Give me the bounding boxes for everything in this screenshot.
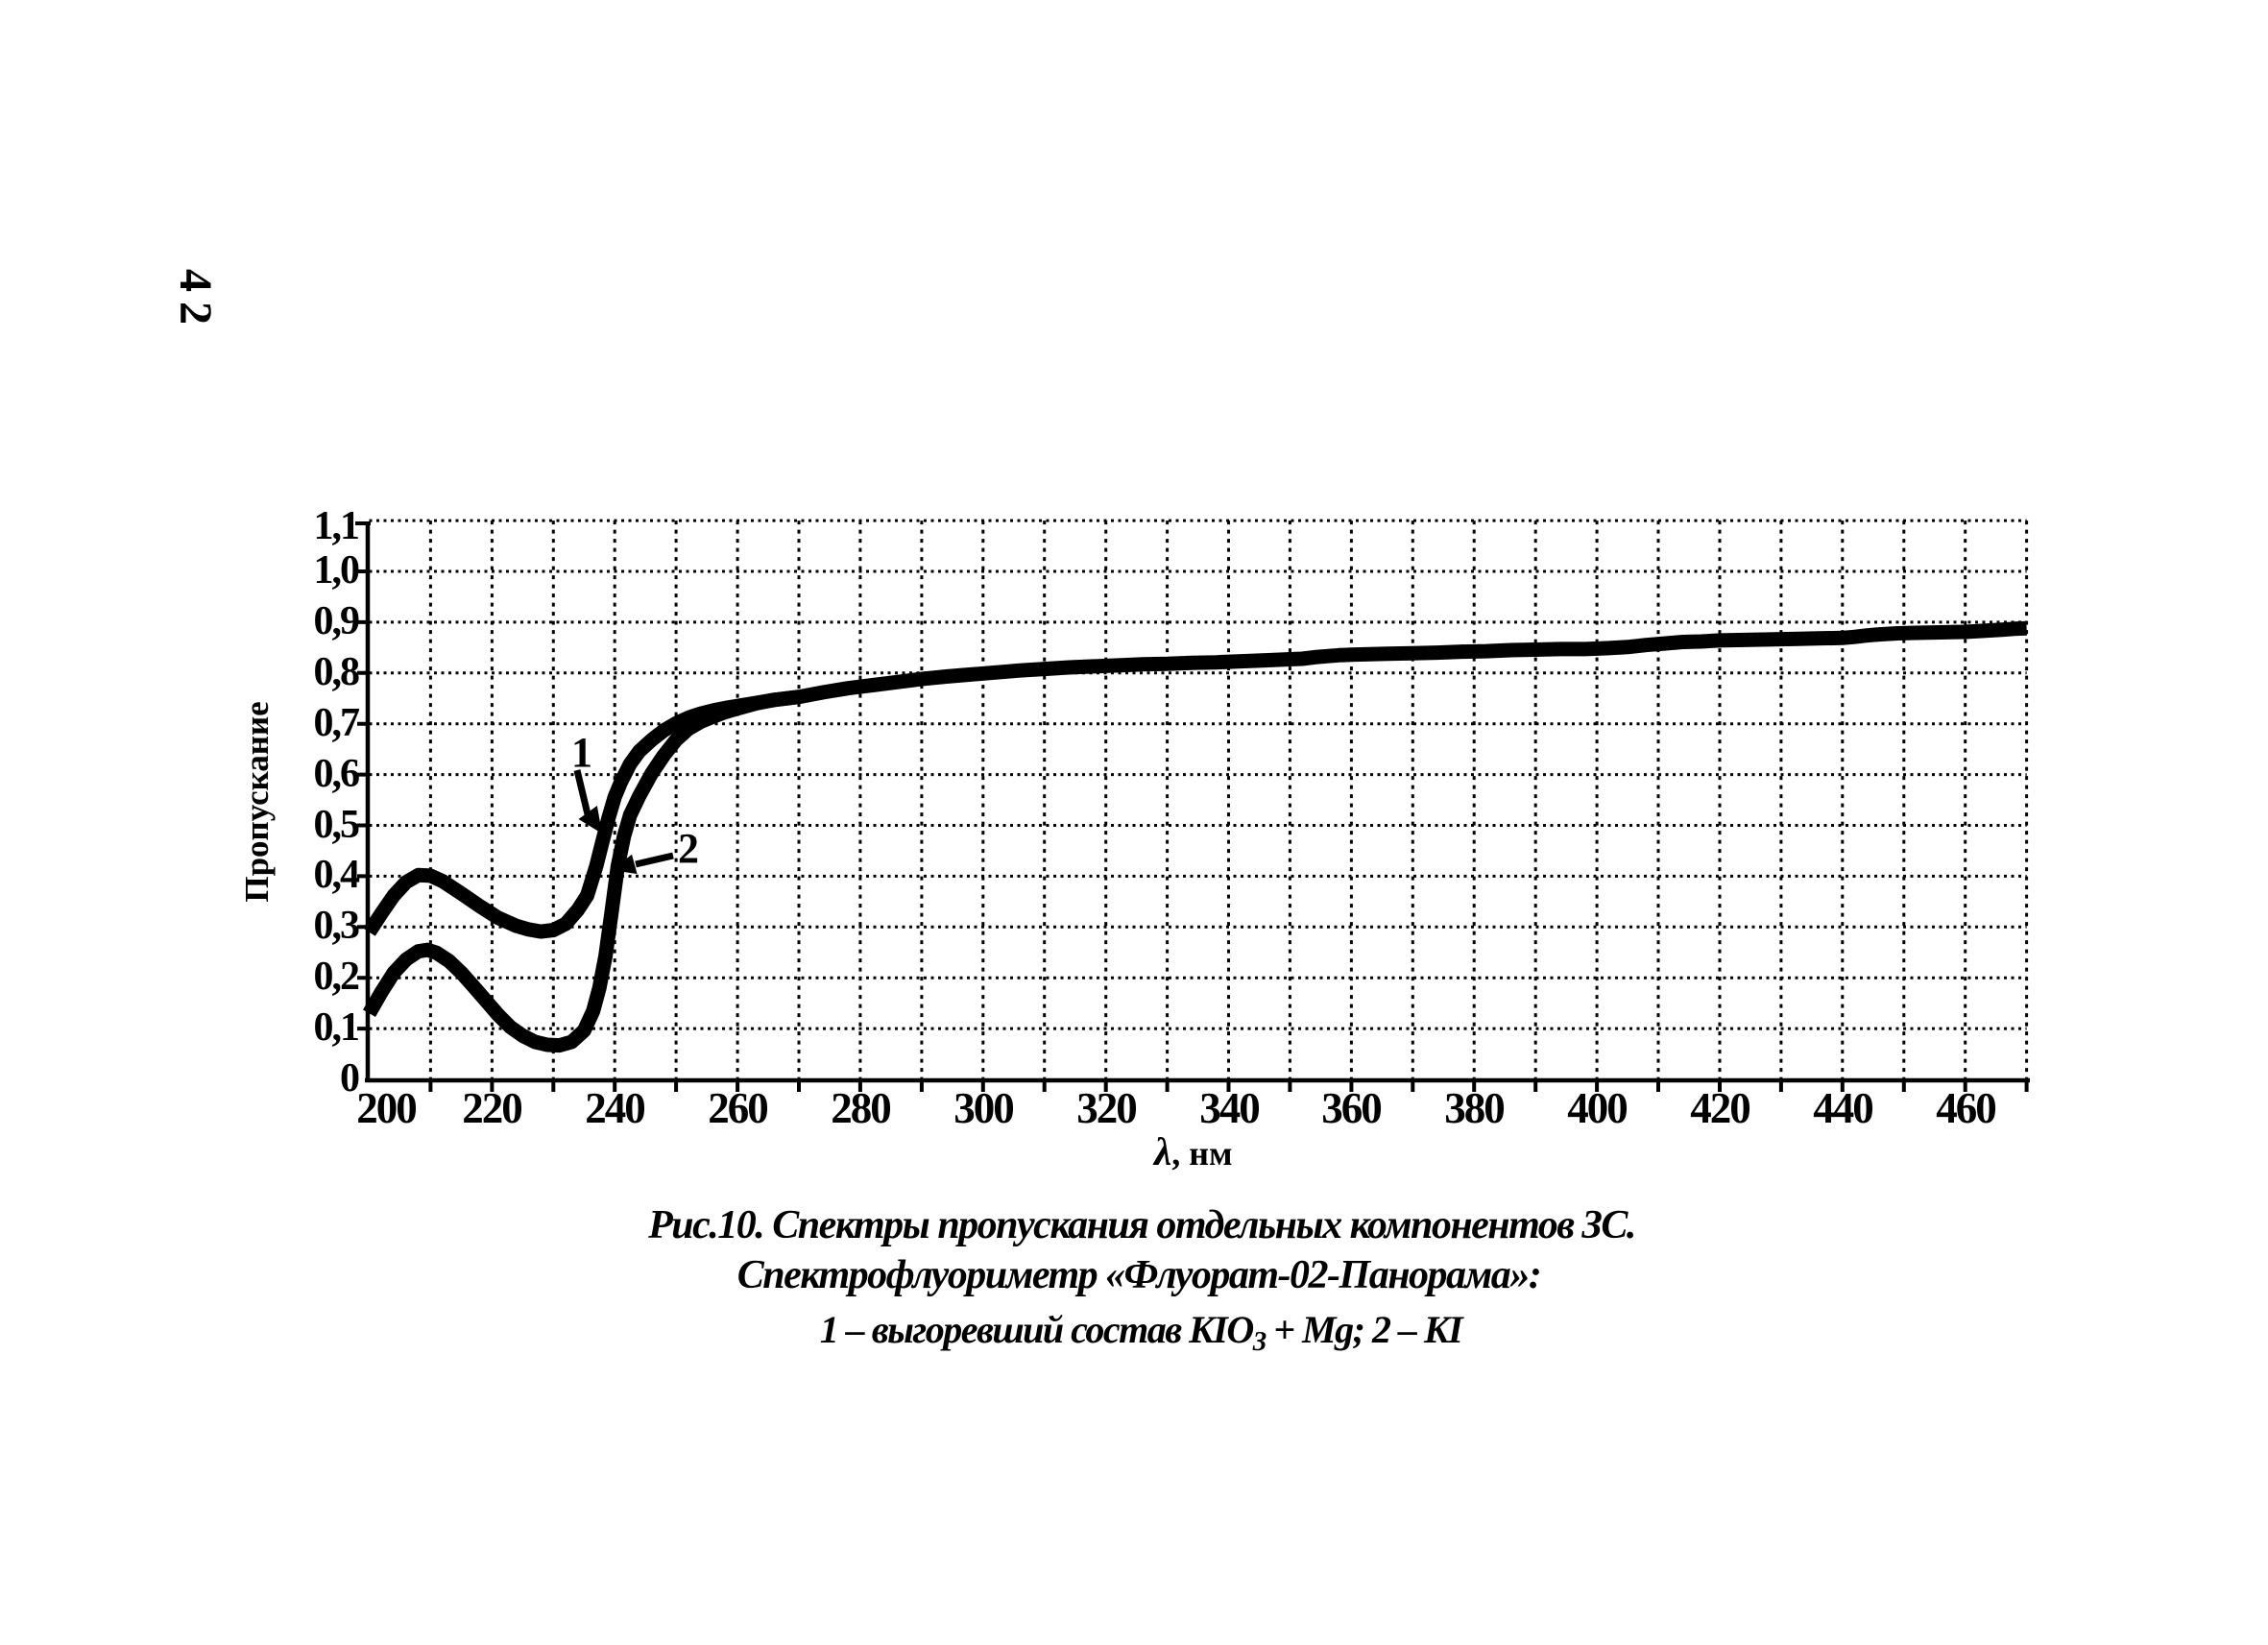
svg-text:460: 460 <box>1936 1084 1995 1132</box>
svg-text:0: 0 <box>340 1056 359 1101</box>
svg-text:Спектрофлуориметр «Флуорат-02-: Спектрофлуориметр «Флуорат-02-Панорама»: <box>737 1253 1541 1297</box>
svg-text:240: 240 <box>585 1084 644 1132</box>
svg-text:1,0: 1,0 <box>314 548 360 593</box>
svg-text:1: 1 <box>571 729 592 776</box>
svg-text:360: 360 <box>1321 1084 1381 1132</box>
svg-text:1 – выгоревший состав KIO3 + M: 1 – выгоревший состав KIO3 + Mg; 2 – KI <box>820 1308 1464 1357</box>
svg-text:0,9: 0,9 <box>314 599 360 643</box>
svg-text:300: 300 <box>953 1084 1013 1132</box>
svg-text:Пропускание: Пропускание <box>238 701 276 902</box>
svg-text:42: 42 <box>170 269 221 334</box>
svg-text:280: 280 <box>831 1084 890 1132</box>
svg-text:0,6: 0,6 <box>314 752 360 796</box>
svg-text:0,7: 0,7 <box>314 701 360 745</box>
svg-text:0,2: 0,2 <box>314 955 360 999</box>
svg-text:200: 200 <box>356 1084 416 1132</box>
svg-text:440: 440 <box>1813 1084 1872 1132</box>
svg-text:Рис.10. Спектры пропускания от: Рис.10. Спектры пропускания отдельных ко… <box>647 1203 1635 1247</box>
svg-text:0,8: 0,8 <box>314 650 360 694</box>
svg-text:220: 220 <box>462 1084 521 1132</box>
svg-text:1,1: 1,1 <box>314 504 359 548</box>
svg-text:0,1: 0,1 <box>314 1005 359 1050</box>
svg-text:λ, нм: λ, нм <box>1152 1129 1232 1173</box>
svg-text:340: 340 <box>1199 1084 1259 1132</box>
svg-text:320: 320 <box>1076 1084 1136 1132</box>
svg-text:0,5: 0,5 <box>314 803 360 847</box>
svg-text:420: 420 <box>1690 1084 1749 1132</box>
svg-text:2: 2 <box>678 825 699 872</box>
svg-text:0,4: 0,4 <box>314 853 361 897</box>
svg-text:0,3: 0,3 <box>314 904 360 948</box>
svg-text:400: 400 <box>1567 1084 1627 1132</box>
svg-text:380: 380 <box>1444 1084 1504 1132</box>
svg-text:260: 260 <box>708 1084 767 1132</box>
